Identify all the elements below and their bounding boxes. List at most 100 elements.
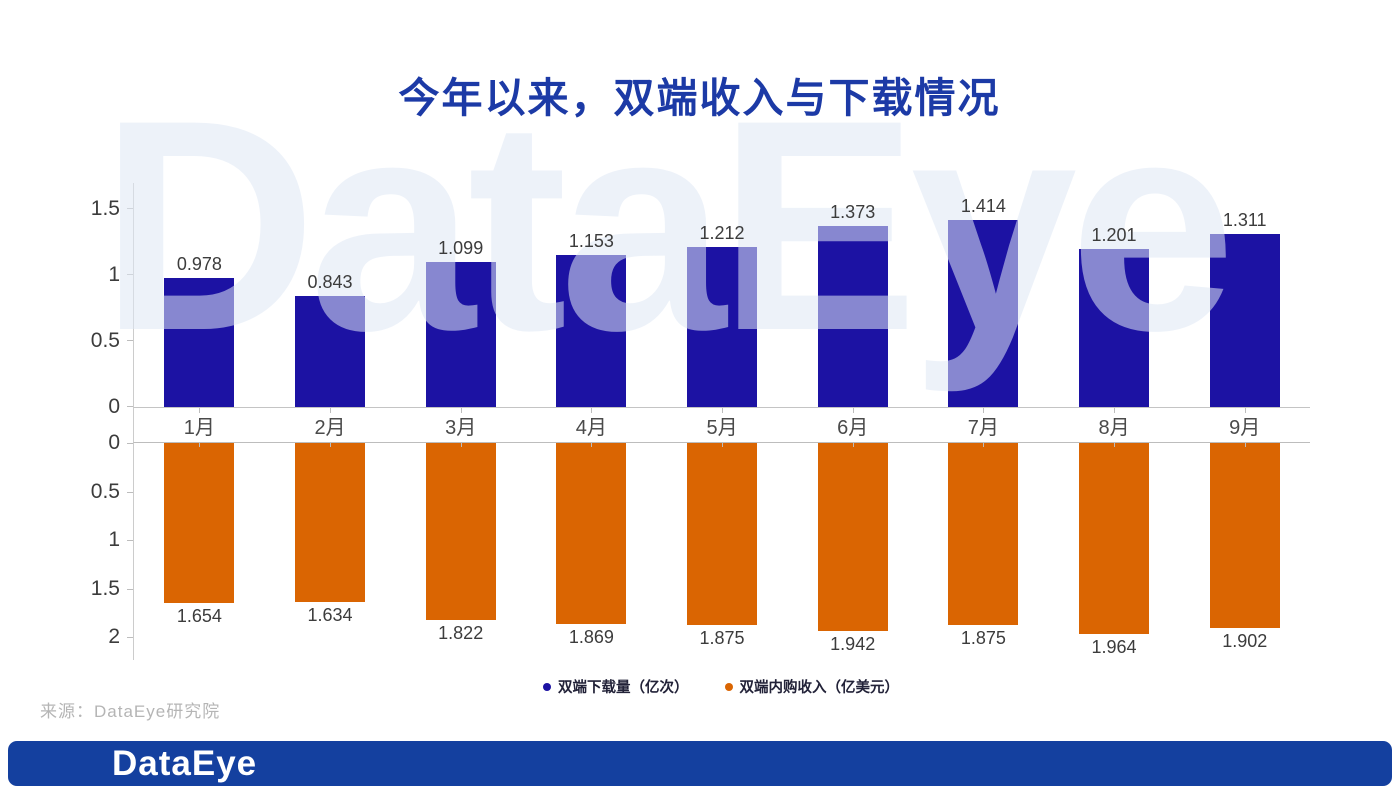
y-axis-tick-label: 0 (108, 395, 120, 418)
revenue-bar-column: 1.822 (395, 443, 526, 660)
revenue-bar-column: 1.942 (787, 443, 918, 660)
x-axis-month-label: 6月 (787, 408, 918, 447)
download-bar (948, 220, 1019, 407)
revenue-bar-column: 1.869 (526, 443, 657, 660)
download-value-label: 1.414 (960, 196, 1006, 217)
revenue-panel: 0 0.5 1 1.5 2 1.654 1.634 1.822 1.869 1.875 1.942 1… (91, 431, 1310, 660)
y-axis-tick-mark (127, 589, 133, 590)
y-axis-tick-label: 1 (108, 263, 120, 286)
x-axis-tick-mark (1244, 408, 1246, 413)
revenue-value-label: 1.875 (699, 627, 745, 648)
x-axis-tick-mark (722, 442, 724, 447)
download-bar-column: 1.201 (1049, 183, 1180, 407)
download-bar (556, 254, 627, 407)
mirrored-bar-chart: DataEye 0 0.5 1 1.5 0.978 0.843 1.099 1.153 1.21… (0, 57, 1399, 697)
x-axis-month-label: 2月 (265, 408, 396, 447)
downloads-legend-dot-icon (543, 682, 551, 691)
y-axis-tick-label: 2 (108, 625, 120, 648)
x-axis-tick-mark (983, 408, 985, 413)
revenue-value-label: 1.902 (1222, 630, 1268, 651)
y-axis-tick-mark (127, 443, 133, 444)
download-bar-column: 0.843 (265, 183, 396, 407)
download-bar-column: 1.153 (526, 183, 657, 407)
month-axis: 1月 2月 3月 4月 5月 6月 7月 8月 9月 (133, 408, 1310, 447)
revenue-value-label: 1.654 (176, 606, 222, 627)
y-axis-tick-label: 1.5 (90, 197, 120, 220)
y-axis-tick-mark (127, 540, 133, 541)
revenue-value-label: 1.869 (568, 627, 614, 648)
revenue-bar (295, 443, 365, 602)
revenue-bar-column: 1.902 (1179, 443, 1310, 660)
x-axis-month-label: 4月 (526, 408, 657, 447)
x-axis-tick-mark (330, 442, 331, 447)
revenue-bar (164, 443, 235, 604)
revenue-bar-column: 1.875 (657, 443, 788, 660)
y-axis-tick-mark (127, 274, 133, 275)
x-axis-tick-mark (460, 408, 462, 413)
download-bar-column: 1.373 (787, 183, 918, 407)
downloads-panel: 0 0.5 1 1.5 0.978 0.843 1.099 1.153 1.212 1.373 1.… (91, 183, 1310, 418)
download-value-label: 1.212 (699, 223, 745, 243)
revenue-legend-dot-icon (724, 682, 733, 691)
x-axis-month-label: 9月 (1179, 408, 1310, 447)
downloads-legend-label: 双端下载量（亿次） (558, 680, 689, 696)
download-bar (817, 225, 888, 407)
y-axis-tick-mark (127, 406, 133, 407)
y-axis-tick-mark (127, 492, 133, 493)
legend-item-revenue: 双端内购收入（亿美元） (724, 676, 900, 697)
x-axis-month-label: 5月 (657, 408, 788, 447)
source-note: 来源：DataEye研究院 (40, 702, 221, 721)
revenue-bar (1079, 443, 1150, 634)
x-axis-tick-mark (199, 408, 201, 413)
revenue-value-label: 1.634 (307, 604, 353, 625)
revenue-value-label: 1.875 (960, 627, 1006, 648)
download-bar (164, 277, 235, 407)
x-axis-tick-mark (591, 408, 593, 413)
footer-bar: DataEye (8, 741, 1392, 786)
download-value-label: 1.373 (830, 201, 876, 222)
revenue-bar (687, 443, 758, 625)
revenue-bar-column: 1.964 (1049, 443, 1180, 660)
x-axis-tick-mark (1114, 442, 1116, 447)
x-axis-tick-mark (199, 442, 201, 447)
x-axis-tick-mark (591, 442, 593, 447)
download-bar-column: 1.099 (395, 183, 526, 407)
legend-item-downloads: 双端下载量（亿次） (543, 676, 689, 697)
x-axis-month-label: 8月 (1049, 408, 1180, 447)
download-value-label: 1.311 (1222, 209, 1267, 230)
revenue-bar-column: 1.654 (134, 443, 265, 660)
y-axis-tick-mark (127, 340, 133, 341)
download-bar (687, 247, 758, 407)
y-axis-tick-mark (127, 637, 133, 638)
x-axis-tick-mark (460, 442, 462, 447)
download-value-label: 1.201 (1091, 224, 1137, 245)
dataeye-logo: DataEye (112, 743, 258, 783)
download-value-label: 1.153 (568, 230, 614, 251)
revenue-bar-column: 1.875 (918, 443, 1049, 660)
download-bar-column: 1.311 (1179, 183, 1310, 407)
download-value-label: 0.978 (176, 253, 222, 274)
revenue-bar (425, 443, 496, 620)
revenue-bar (556, 443, 627, 625)
revenue-bar (948, 443, 1019, 625)
revenue-bar-column: 1.634 (265, 443, 396, 660)
x-axis-month-label: 3月 (395, 408, 526, 447)
y-axis-tick-label: 0 (108, 431, 120, 454)
download-value-label: 0.843 (307, 271, 353, 292)
download-bar-column: 1.212 (657, 183, 788, 407)
download-bar (425, 261, 496, 407)
x-axis-tick-mark (852, 442, 854, 447)
x-axis-tick-mark (330, 408, 331, 413)
revenue-legend-label: 双端内购收入（亿美元） (739, 680, 900, 696)
x-axis-month-label: 7月 (918, 408, 1049, 447)
y-axis-tick-label: 0.5 (90, 480, 120, 503)
y-axis-tick-mark (127, 208, 133, 209)
chart-legend: 双端下载量（亿次） 双端内购收入（亿美元） (133, 676, 1309, 697)
download-bars: 0.978 0.843 1.099 1.153 1.212 1.373 1.414 1.201… (134, 183, 1310, 407)
x-axis-month-label: 1月 (134, 408, 265, 447)
download-bar (1209, 233, 1280, 407)
chart-title: 今年以来，双端收入与下载情况 (398, 75, 1001, 121)
download-bar-column: 0.978 (134, 183, 265, 407)
x-axis-tick-mark (722, 408, 724, 413)
